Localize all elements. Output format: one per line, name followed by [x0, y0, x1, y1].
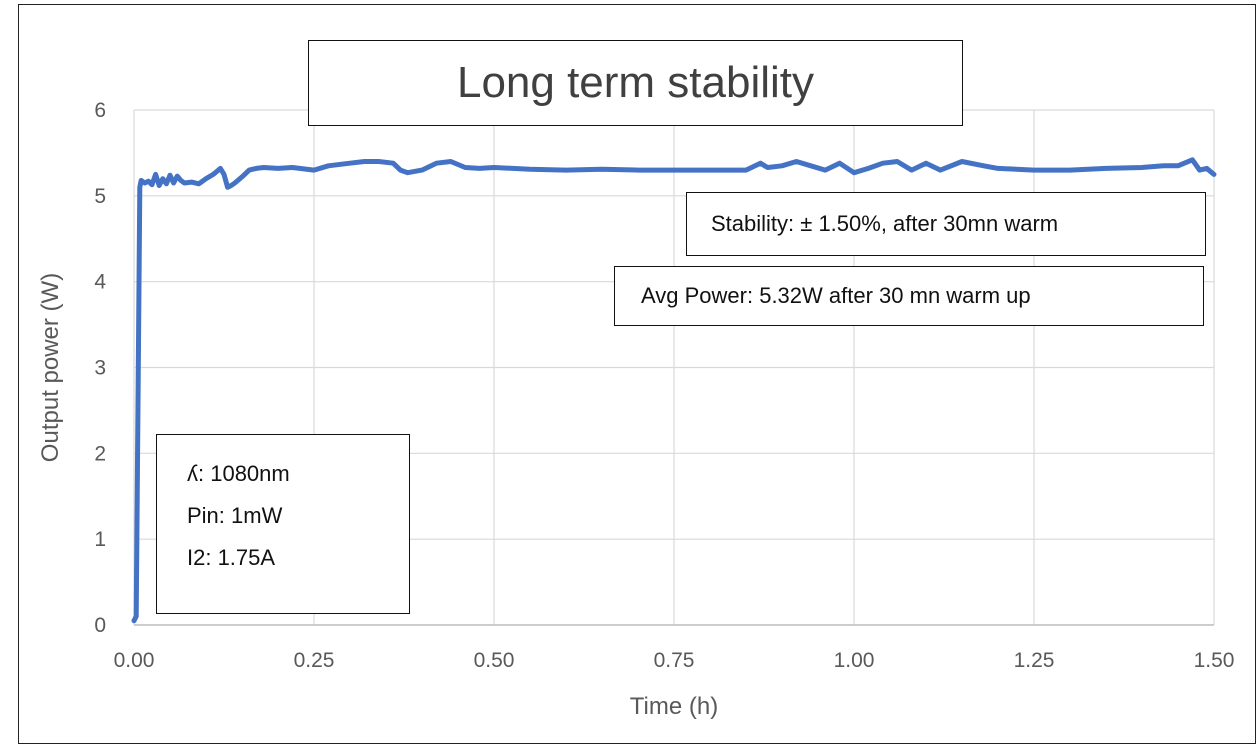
y-tick-label: 3 [94, 357, 106, 380]
wavelength-param: ʎ: 1080nm [187, 461, 290, 486]
chart-frame [18, 4, 1256, 744]
x-tick-label: 0.75 [654, 649, 695, 672]
x-tick-label: 1.50 [1194, 649, 1235, 672]
series-line [131, 157, 1217, 624]
series-layer [131, 157, 1217, 624]
y-axis-title: Output power (W) [37, 273, 64, 462]
x-tick-label: 0.25 [294, 649, 335, 672]
y-tick-label: 1 [94, 528, 106, 551]
y-tick-label: 6 [94, 99, 106, 122]
y-tick-label: 0 [94, 614, 106, 637]
x-tick-label: 1.25 [1014, 649, 1055, 672]
stability-annotation: Stability: ± 1.50%, after 30mn warm [686, 192, 1206, 256]
avg-power-annotation: Avg Power: 5.32W after 30 mn warm up [614, 266, 1204, 326]
y-tick-label: 4 [94, 271, 106, 294]
current-param: I2: 1.75A [187, 545, 276, 570]
y-tick-label: 2 [94, 442, 106, 465]
input-power-param: Pin: 1mW [187, 503, 283, 528]
x-tick-label: 0.00 [114, 649, 155, 672]
chart-title: Long term stability [308, 40, 963, 126]
tick-labels: 0 1 2 3 4 5 6 0.00 0.25 0.50 0.75 1.00 1.25 1.50 [94, 99, 1234, 672]
parameters-annotation: ʎ: 1080nm Pin: 1mW I2: 1.75A [156, 434, 410, 614]
y-tick-label: 5 [94, 185, 106, 208]
x-tick-label: 0.50 [474, 649, 515, 672]
x-tick-label: 1.00 [834, 649, 875, 672]
x-axis-title: Time (h) [630, 693, 718, 720]
